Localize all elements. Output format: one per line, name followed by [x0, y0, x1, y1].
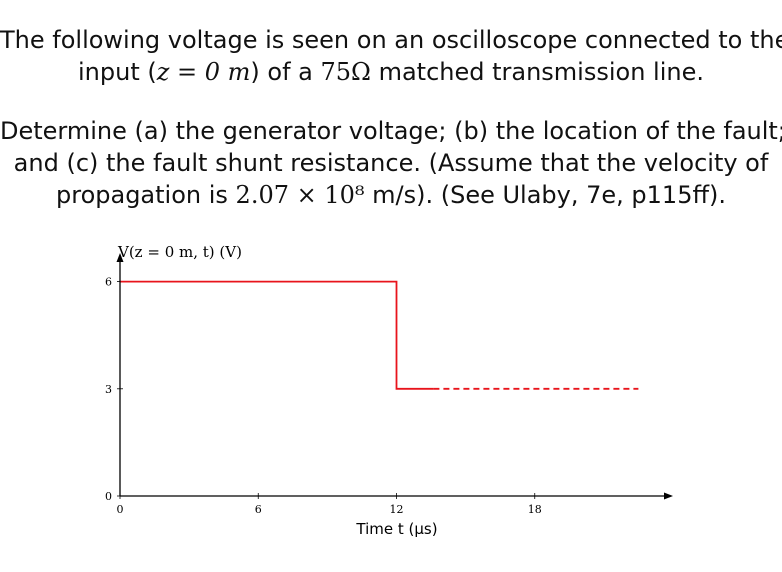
y-axis-label: V(z = 0 m, t) (V): [117, 243, 242, 261]
data-series: [120, 280, 639, 390]
axes: [116, 253, 673, 500]
intro-line-1: The following voltage is seen on an osci…: [0, 26, 782, 54]
x-tick-label: 0: [117, 503, 124, 516]
x-tick-label: 18: [528, 503, 542, 516]
question-text-b: m/s). (See Ulaby, 7e, p115ff).: [364, 181, 726, 209]
voltage-trace: [120, 280, 434, 390]
position-expression: z = 0 m: [156, 58, 251, 86]
y-tick-label: 0: [105, 490, 112, 503]
tick-labels: 0 6 12 18 0 3 6: [105, 276, 542, 516]
y-axis-arrow-icon: [116, 253, 124, 262]
question-text-a: propagation is: [56, 181, 236, 209]
x-axis-arrow-icon: [664, 492, 673, 500]
question-line-2: and (c) the fault shunt resistance. (Ass…: [13, 149, 769, 177]
question-line-3: propagation is 2.07 × 10⁸ m/s). (See Ula…: [0, 179, 782, 211]
impedance-value: 75Ω: [320, 58, 371, 86]
y-tick-label: 3: [105, 383, 112, 396]
problem-intro: The following voltage is seen on an osci…: [0, 24, 782, 88]
x-tick-label: 12: [390, 503, 404, 516]
question-line-1: Determine (a) the generator voltage; (b)…: [0, 117, 782, 145]
intro-text-b: ) of a: [250, 58, 321, 86]
intro-text-a: input (: [78, 58, 157, 86]
x-axis-label: Time t (μs): [355, 520, 437, 538]
tick-marks: [117, 281, 536, 499]
y-tick-label: 6: [105, 276, 112, 289]
intro-line-2: input (z = 0 m) of a 75Ω matched transmi…: [0, 56, 782, 88]
intro-text-c: matched transmission line.: [370, 58, 704, 86]
problem-question: Determine (a) the generator voltage; (b)…: [0, 115, 782, 211]
velocity-value: 2.07 × 10⁸: [235, 181, 365, 209]
x-tick-label: 6: [255, 503, 262, 516]
